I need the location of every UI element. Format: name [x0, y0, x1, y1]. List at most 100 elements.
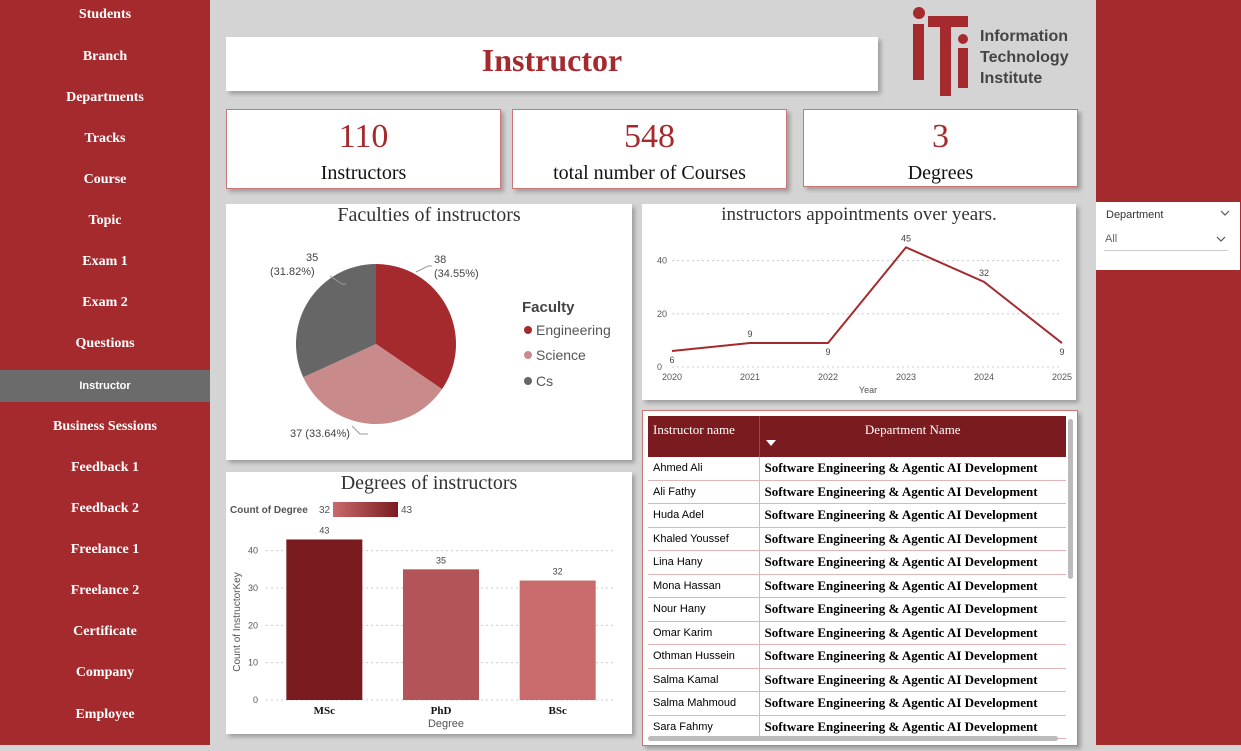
table-row[interactable]: Lina Hany Software Engineering & Agentic … — [648, 550, 1066, 575]
nav-questions[interactable]: Questions — [75, 336, 135, 351]
chart-title: Degrees of instructors — [340, 472, 518, 494]
pie-label-engineering-count: 38 — [434, 254, 446, 266]
y-tick-label: 40 — [657, 256, 667, 266]
table-row[interactable]: Ali Fathy Software Engineering & Agentic … — [648, 480, 1066, 504]
chevron-down-icon[interactable] — [1220, 210, 1230, 217]
table-row[interactable]: Sara Fahmy Software Engineering & Agentic… — [648, 715, 1066, 739]
chart-title: Faculties of instructors — [337, 204, 521, 226]
data-label: 32 — [553, 567, 563, 577]
horizontal-scrollbar[interactable] — [648, 736, 1058, 741]
nav-freelance-2[interactable]: Freelance 2 — [70, 583, 140, 598]
leader-line — [329, 275, 346, 285]
table-row[interactable]: Salma Kamal Software Engineering & Agenti… — [648, 668, 1066, 692]
right-panel — [1096, 0, 1241, 745]
line-series[interactable] — [671, 246, 1063, 353]
logo-line-3: Institute — [980, 70, 1043, 87]
nav-branch[interactable]: Branch — [82, 49, 128, 64]
table-row[interactable]: Omar Karim Software Engineering & Agentic… — [648, 621, 1066, 645]
nav-exam-2[interactable]: Exam 2 — [82, 295, 128, 310]
cell-instructor-name: Khaled Youssef — [648, 527, 759, 551]
pie-slice-cs[interactable] — [296, 264, 376, 378]
table-row[interactable]: Othman Hussein Software Engineering & Age… — [648, 644, 1066, 669]
nav-company[interactable]: Company — [75, 665, 135, 680]
bar-msc[interactable] — [286, 539, 363, 700]
slicer-dropdown[interactable]: All — [1104, 230, 1228, 251]
cell-department-name: Software Engineering & Agentic AI Develo… — [758, 527, 1066, 551]
cell-instructor-name: Lina Hany — [648, 550, 759, 575]
leader-line — [415, 265, 432, 273]
data-label: 9 — [1059, 347, 1064, 357]
pie-slice-engineering[interactable] — [376, 264, 456, 390]
nav-employee[interactable]: Employee — [75, 707, 135, 722]
nav-feedback-1[interactable]: Feedback 1 — [70, 460, 140, 475]
legend-marker-cs — [524, 377, 532, 385]
column-header-department-name[interactable]: Department Name — [758, 416, 1066, 457]
table-row[interactable]: Huda Adel Software Engineering & Agentic … — [648, 503, 1066, 528]
pie-slice-science[interactable] — [303, 344, 443, 424]
nav-students[interactable]: Students — [78, 7, 132, 22]
column-header-instructor-name[interactable]: Instructor name — [653, 422, 735, 437]
iti-logo: Information Technology Institute — [906, 2, 1076, 98]
cell-instructor-name: Salma Kamal — [648, 668, 759, 692]
y-tick-label: 40 — [248, 546, 258, 556]
x-tick-label: BSc — [548, 705, 566, 717]
legend-cs[interactable]: Cs — [536, 373, 553, 389]
appointments-line-card: instructors appointments over years. 0 20… — [642, 204, 1076, 400]
faculty-pie-card: Faculties of instructors 38 (34.55%) 37 … — [226, 204, 632, 460]
bar-legend-max: 43 — [401, 505, 413, 516]
cell-department-name: Software Engineering & Agentic AI Develo… — [758, 457, 1066, 481]
table-row[interactable]: Ahmed Ali Software Engineering & Agentic … — [648, 457, 1066, 481]
page-title: Instructor — [481, 42, 623, 78]
bar-phd[interactable] — [403, 569, 479, 700]
pie-label-cs-count: 35 — [306, 252, 318, 264]
cell-instructor-name: Ahmed Ali — [648, 457, 759, 481]
cell-instructor-name: Ali Fathy — [648, 480, 759, 504]
kpi-value: 110 — [338, 118, 389, 155]
nav-certificate[interactable]: Certificate — [73, 624, 137, 639]
logo-line-1: Information — [980, 28, 1068, 45]
x-axis-title: Degree — [428, 718, 464, 730]
kpi-label: total number of Courses — [553, 162, 746, 184]
legend-science[interactable]: Science — [536, 347, 586, 363]
sort-descending-icon[interactable] — [765, 440, 776, 446]
kpi-value: 3 — [932, 118, 949, 155]
nav-feedback-2[interactable]: Feedback 2 — [70, 501, 140, 516]
x-tick-label: 2025 — [1052, 372, 1072, 382]
table-row[interactable]: Khaled Youssef Software Engineering & Age… — [648, 527, 1066, 551]
cell-department-name: Software Engineering & Agentic AI Develo… — [758, 574, 1066, 598]
chevron-down-icon — [1216, 236, 1226, 242]
bar-bsc[interactable] — [519, 580, 596, 700]
x-tick-label: PhD — [431, 705, 452, 717]
cell-department-name: Software Engineering & Agentic AI Develo… — [758, 691, 1066, 716]
cell-instructor-name: Salma Mahmoud — [648, 691, 759, 716]
nav-business-sessions[interactable]: Business Sessions — [53, 419, 157, 434]
degrees-bar-chart: Count of Degree 32 43 0 10 20 30 40 43 MSc 35 P… — [230, 502, 616, 730]
nav-departments[interactable]: Departments — [66, 90, 144, 105]
nav-freelance-1[interactable]: Freelance 1 — [70, 542, 140, 557]
faculty-pie-chart: 38 (34.55%) 37 (33.64%) 35 (31.82%) Facu… — [270, 252, 611, 440]
vertical-scrollbar[interactable] — [1068, 419, 1073, 579]
nav-course[interactable]: Course — [83, 172, 127, 187]
x-tick-label: 2020 — [662, 372, 682, 382]
slicer-value: All — [1105, 233, 1118, 245]
sidebar: Students Branch Departments Tracks Cours… — [0, 0, 210, 745]
x-tick-label: 2021 — [740, 372, 760, 382]
cell-instructor-name: Mona Hassan — [648, 574, 759, 598]
legend-engineering[interactable]: Engineering — [536, 322, 611, 338]
instructor-table-card: Instructor name Department Name Ahmed Al… — [642, 410, 1078, 746]
data-label: 9 — [747, 329, 752, 339]
bar-legend-min: 32 — [319, 505, 331, 516]
table-row[interactable]: Mona Hassan Software Engineering & Agenti… — [648, 574, 1066, 598]
y-tick-label: 30 — [248, 583, 258, 593]
data-label: 43 — [319, 525, 329, 535]
table-row[interactable]: Salma Mahmoud Software Engineering & Agen… — [648, 691, 1066, 716]
appointments-line-chart: 0 20 40 2020 6 2021 9 2022 9 2023 45 2024 32 2025 9 Y… — [657, 233, 1072, 395]
nav-tracks[interactable]: Tracks — [84, 131, 126, 146]
table-row[interactable]: Nour Hany Software Engineering & Agentic … — [648, 597, 1066, 622]
nav-topic[interactable]: Topic — [88, 213, 122, 228]
y-axis-title: Count of InstructorKey — [232, 572, 243, 672]
cell-department-name: Software Engineering & Agentic AI Develo… — [758, 480, 1066, 504]
nav-instructor[interactable]: Instructor — [0, 370, 210, 402]
nav-exam-1[interactable]: Exam 1 — [82, 254, 128, 269]
cell-department-name: Software Engineering & Agentic AI Develo… — [758, 715, 1066, 739]
